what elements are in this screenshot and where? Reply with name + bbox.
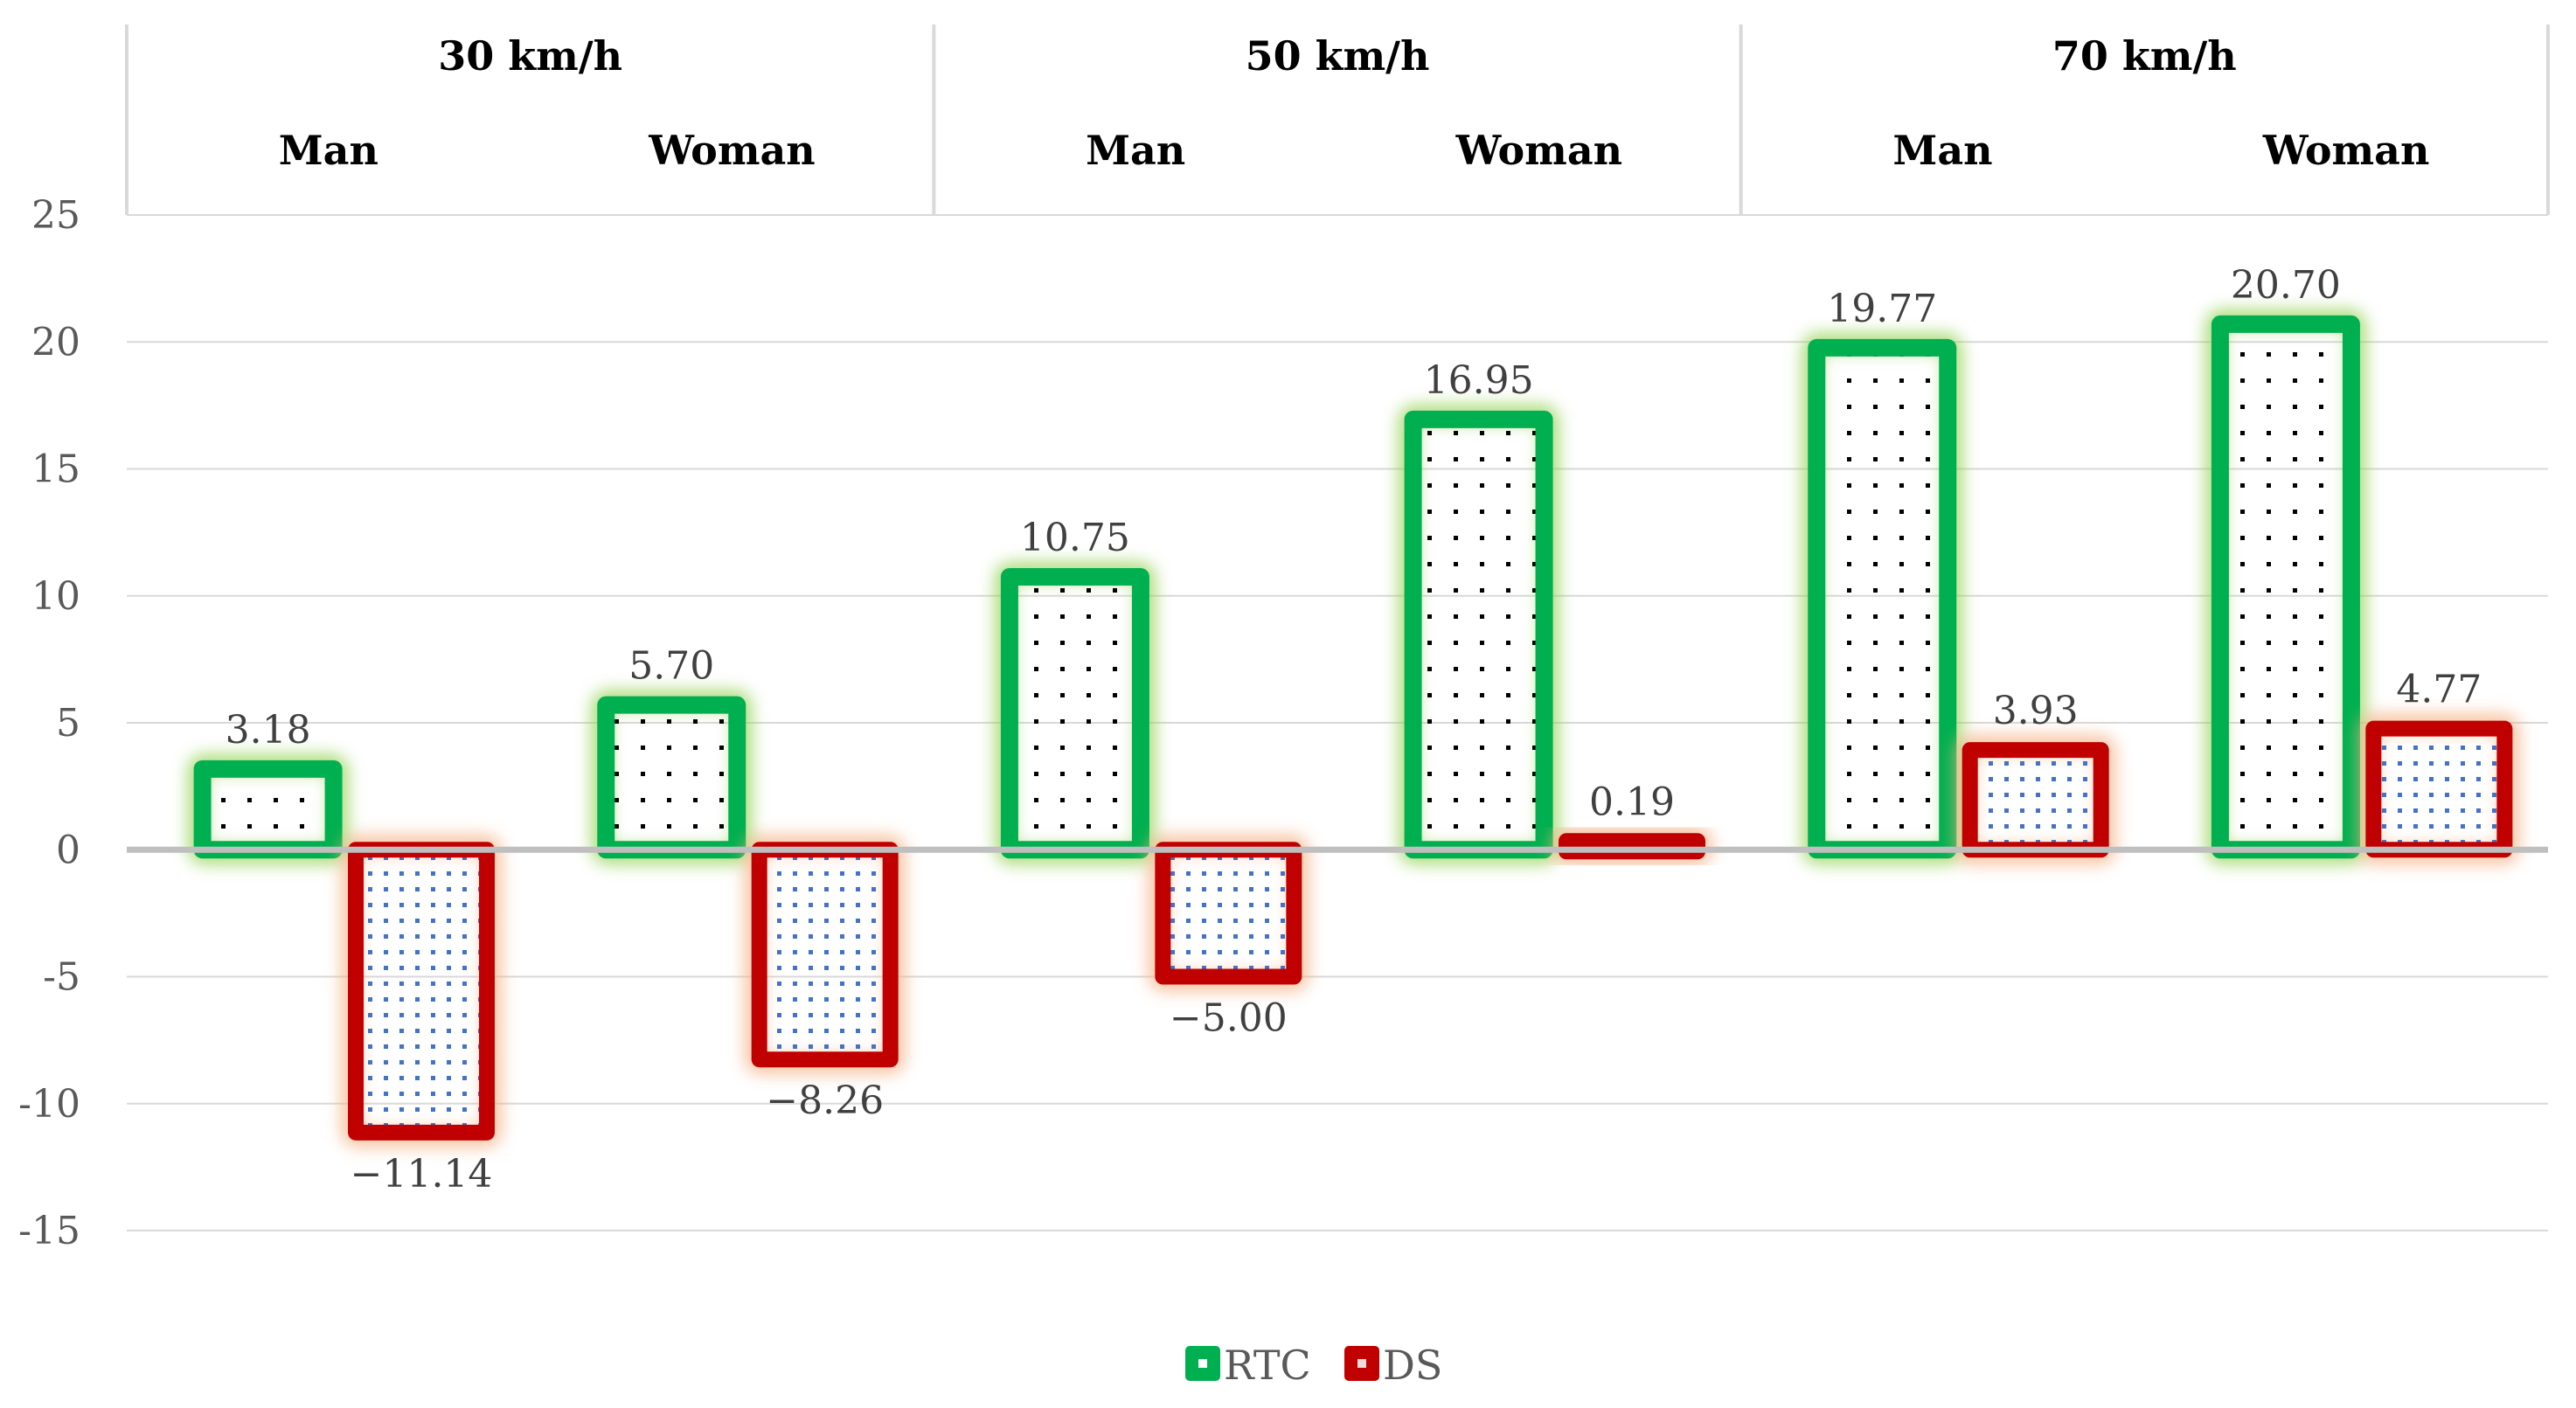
data-label: 0.19	[1589, 780, 1675, 824]
y-tick-label: 5	[56, 701, 80, 746]
y-tick-label: -10	[18, 1082, 80, 1127]
bar-rtc	[1404, 410, 1553, 859]
bar-ds	[2365, 720, 2513, 858]
data-label: 3.18	[226, 708, 311, 753]
bar-rtc	[1000, 567, 1149, 859]
bar-ds	[751, 842, 899, 1068]
bar-ds	[1962, 742, 2109, 858]
data-label: 3.93	[1993, 689, 2079, 733]
data-label: −8.26	[766, 1079, 884, 1123]
data-label: 4.77	[2396, 668, 2482, 712]
legend-swatch-dot	[1198, 1359, 1207, 1368]
legend: RTC DS	[1185, 1342, 1442, 1389]
y-tick-label: -5	[43, 955, 80, 1000]
data-labels: 3.18 −11.14 5.70 −8.26 10.75 −5.00 16.95 0.19 19…	[226, 263, 2482, 1196]
bar-rtc	[193, 759, 343, 859]
y-tick-label: 10	[31, 574, 80, 619]
legend-label: RTC	[1224, 1342, 1311, 1389]
bar-rtc	[1808, 338, 1957, 859]
bar-rtc	[2211, 315, 2360, 859]
subcategory-label: Woman	[1455, 127, 1623, 174]
y-tick-label: 15	[31, 447, 80, 492]
subcategory-label: Man	[279, 127, 378, 174]
subcategory-label: Man	[1892, 127, 1992, 174]
data-label: −11.14	[351, 1152, 493, 1196]
data-label: 20.70	[2231, 263, 2341, 308]
data-label: 16.95	[1424, 358, 1534, 403]
bars	[187, 309, 2520, 1148]
bar-rtc	[597, 696, 746, 859]
subcategory-label: Woman	[648, 127, 816, 174]
data-label: −5.00	[1170, 996, 1288, 1041]
y-tick-label: 20	[31, 320, 80, 364]
bar-ds	[348, 842, 496, 1141]
data-label: 10.75	[1020, 516, 1130, 560]
data-label: 19.77	[1827, 287, 1937, 331]
legend-swatch-dot	[1357, 1359, 1366, 1368]
y-axis: -15 -10 -5 0 5 10 15 20 25	[18, 193, 80, 1253]
subcategory-label: Woman	[2262, 127, 2430, 174]
bar-ds	[1155, 842, 1302, 985]
y-tick-label: -15	[18, 1209, 80, 1253]
subcategory-label: Man	[1086, 127, 1185, 174]
grid	[127, 214, 2548, 1231]
y-tick-label: 25	[31, 193, 80, 238]
category-header: 30 km/h Man Woman 50 km/h Man Woman 70 km/h Man…	[125, 24, 2550, 215]
y-tick-label: 0	[56, 828, 80, 872]
group-label: 70 km/h	[2052, 32, 2237, 80]
group-label: 30 km/h	[438, 32, 622, 80]
group-label: 50 km/h	[1246, 32, 1430, 80]
data-label: 5.70	[628, 644, 714, 689]
legend-label: DS	[1383, 1342, 1442, 1389]
